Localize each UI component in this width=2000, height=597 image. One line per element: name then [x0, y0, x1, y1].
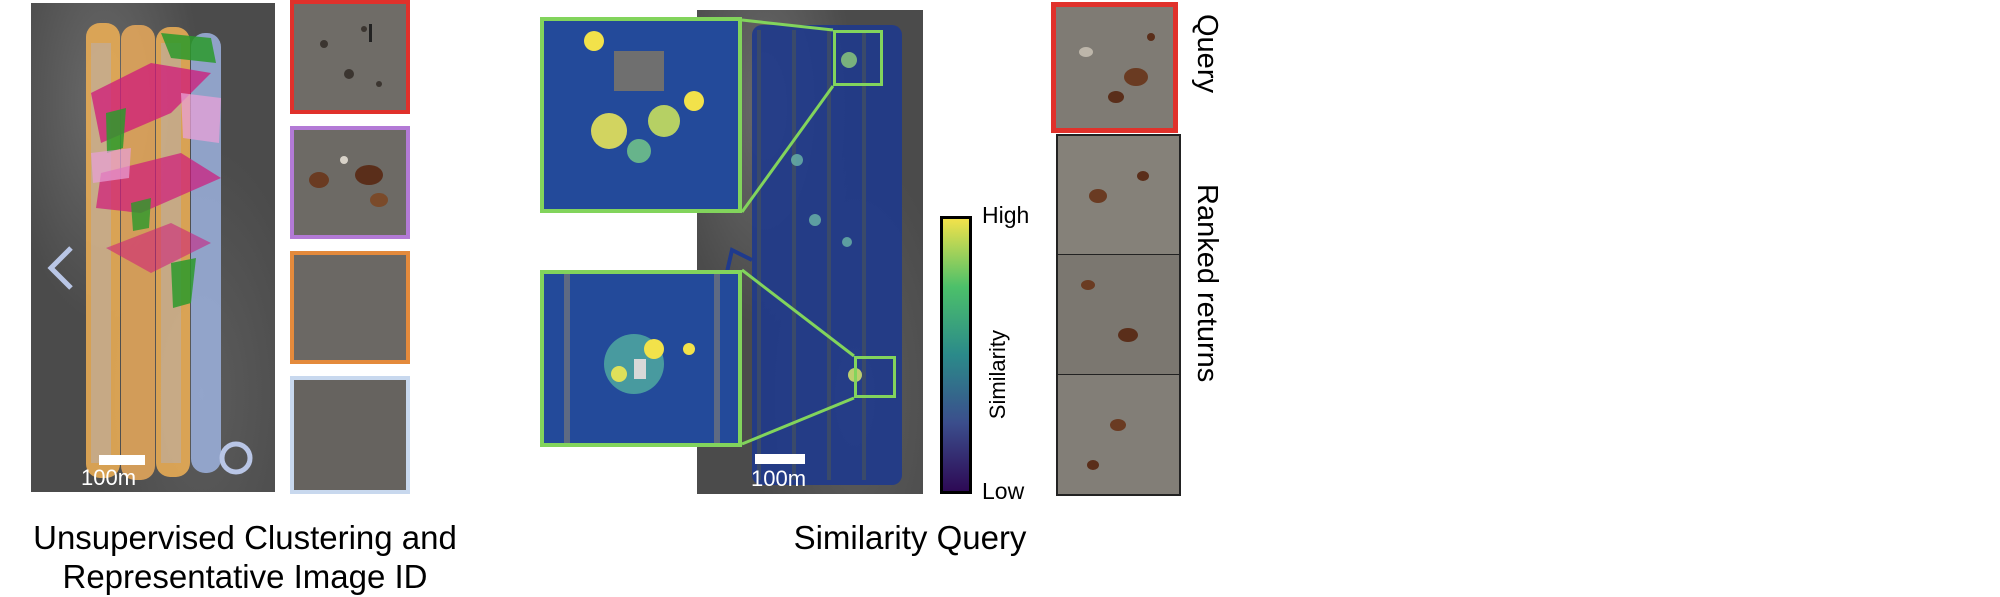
- inset-locator-bottom: [854, 356, 896, 398]
- cluster-tile-purple: [290, 126, 410, 239]
- colorbar-high-label: High: [982, 202, 1030, 228]
- ranked-returns-list: [1056, 134, 1181, 496]
- ranked-return-item: [1058, 255, 1179, 375]
- query-image: [1051, 2, 1178, 133]
- middle-caption: Similarity Query: [793, 519, 1027, 556]
- left-caption: Unsupervised Clustering and Representati…: [0, 518, 490, 596]
- tile-texture: [294, 4, 406, 110]
- inset-heatmap: [544, 274, 738, 443]
- cluster-tile-lightblue: [290, 376, 410, 494]
- tile-texture: [294, 130, 406, 235]
- zoom-inset-bottom: [540, 270, 742, 447]
- zoom-inset-top: [540, 17, 742, 213]
- scale-label: 100m: [81, 465, 137, 490]
- ranked-return-item: [1058, 375, 1179, 494]
- query-label: Query: [1191, 14, 1223, 93]
- similarity-overlay: [725, 25, 902, 485]
- scale-bar: [99, 455, 145, 465]
- inset-locator-top: [833, 30, 883, 86]
- clustering-map: 100m: [31, 3, 275, 492]
- caption-line-1: Unsupervised Clustering and: [33, 519, 457, 556]
- tile-texture: [1056, 7, 1173, 128]
- ranked-return-item: [1058, 136, 1179, 255]
- cluster-tile-red: [290, 0, 410, 114]
- colorbar-title: Similarity: [985, 330, 1010, 420]
- cluster-overlay: [47, 23, 253, 480]
- similarity-colorbar: [940, 216, 972, 494]
- tile-texture: [294, 380, 406, 490]
- scale-bar: [755, 454, 805, 464]
- scale-label: 100m: [751, 466, 807, 491]
- tile-texture: [294, 255, 406, 360]
- cluster-tile-orange: [290, 251, 410, 364]
- ranked-returns-label: Ranked returns: [1191, 184, 1223, 383]
- caption-line-2: Representative Image ID: [62, 558, 428, 595]
- inset-heatmap: [544, 21, 738, 209]
- colorbar-low-label: Low: [982, 478, 1025, 504]
